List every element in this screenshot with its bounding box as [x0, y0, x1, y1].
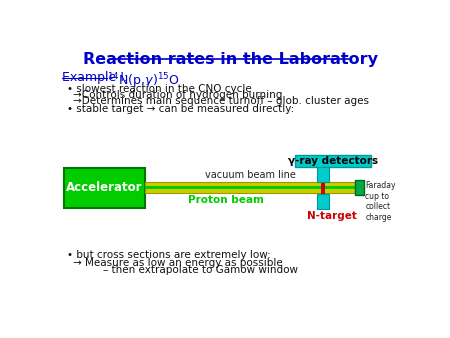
Text: • but cross sections are extremely low:: • but cross sections are extremely low: — [67, 250, 271, 260]
Bar — [317, 194, 328, 209]
Text: Faraday
cup to
collect
charge: Faraday cup to collect charge — [365, 182, 396, 222]
Text: $^{14}$N(p,$\gamma$)$^{15}$O: $^{14}$N(p,$\gamma$)$^{15}$O — [107, 71, 180, 91]
Bar — [321, 182, 325, 194]
Text: N-target: N-target — [307, 212, 357, 221]
Text: Example I:: Example I: — [63, 71, 133, 84]
Bar — [145, 186, 355, 189]
Text: →Controls duration of hydrogen burning: →Controls duration of hydrogen burning — [73, 90, 283, 100]
Text: Proton beam: Proton beam — [188, 195, 264, 204]
Text: Reaction rates in the Laboratory: Reaction rates in the Laboratory — [83, 52, 378, 67]
Bar — [295, 154, 371, 167]
Bar — [64, 168, 145, 208]
Text: γ-ray detectors: γ-ray detectors — [288, 156, 378, 166]
Text: • stable target → can be measured directly:: • stable target → can be measured direct… — [67, 104, 294, 114]
Bar — [355, 180, 364, 195]
Text: – then extrapolate to Gamow window: – then extrapolate to Gamow window — [103, 265, 298, 275]
Bar — [317, 167, 328, 182]
Bar — [145, 182, 355, 193]
Text: • slowest reaction in the CNO cycle: • slowest reaction in the CNO cycle — [67, 84, 252, 94]
Text: →Determines main sequence turnoff – glob. cluster ages: →Determines main sequence turnoff – glob… — [73, 96, 369, 106]
Text: vacuum beam line: vacuum beam line — [205, 170, 296, 180]
Text: → Measure as low an energy as possible: → Measure as low an energy as possible — [73, 258, 283, 268]
Text: Accelerator: Accelerator — [67, 181, 143, 194]
